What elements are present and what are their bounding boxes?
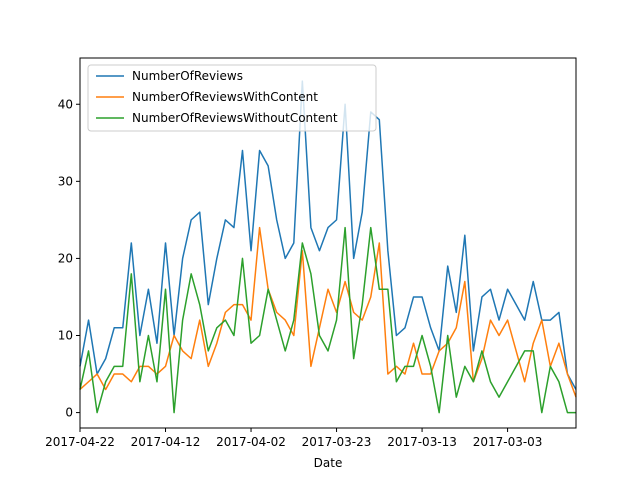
- x-tick-label-0: 2017-04-22: [45, 435, 115, 449]
- x-axis-label: Date: [314, 456, 343, 470]
- y-tick-label-0: 0: [65, 406, 73, 420]
- x-tick-label-1: 2017-04-12: [131, 435, 201, 449]
- x-tick-label-5: 2017-03-03: [473, 435, 543, 449]
- y-tick-label-1: 10: [58, 329, 73, 343]
- series-line-0: [79, 80, 577, 390]
- x-tick-label-3: 2017-03-23: [302, 435, 372, 449]
- legend: NumberOfReviews NumberOfReviewsWithConten…: [87, 64, 377, 132]
- legend-box: [87, 64, 377, 132]
- x-axis: 2017-04-22 2017-04-12 2017-04-02 2017-03-23…: [45, 428, 542, 449]
- series-line-2: [79, 226, 576, 414]
- y-tick-label-4: 40: [58, 97, 73, 111]
- series-line-1: [79, 226, 577, 398]
- series-layer: [79, 80, 577, 414]
- x-tick-label-2: 2017-04-02: [216, 435, 286, 449]
- y-tick-label-2: 20: [58, 251, 73, 265]
- legend-label-2: NumberOfReviewsWithoutContent: [132, 111, 338, 125]
- y-axis: 0 10 20 30 40: [58, 97, 80, 420]
- y-tick-label-3: 30: [58, 174, 73, 188]
- legend-label-0: NumberOfReviews: [132, 69, 243, 83]
- x-tick-label-4: 2017-03-13: [387, 435, 457, 449]
- plot-border: [79, 57, 577, 429]
- legend-label-1: NumberOfReviewsWithContent: [132, 90, 318, 104]
